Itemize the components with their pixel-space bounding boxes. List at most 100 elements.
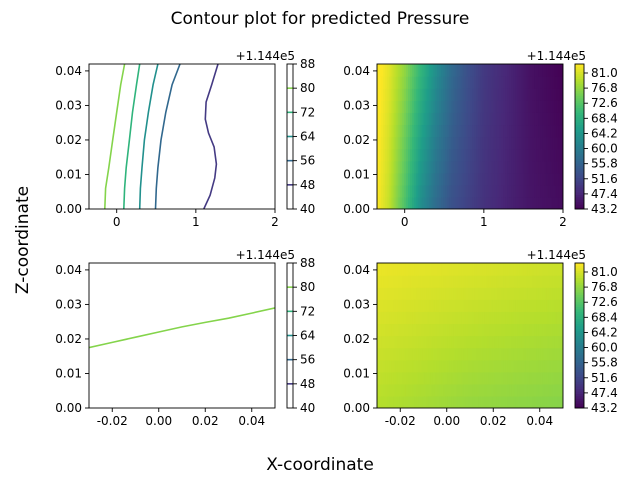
- heatmap-cell: [544, 395, 548, 408]
- heatmap-cell: [480, 160, 483, 174]
- heatmap-cell: [451, 263, 455, 276]
- heatmap-cell: [507, 88, 510, 101]
- heatmap-cell: [542, 287, 545, 300]
- heatmap-cell: [403, 196, 407, 209]
- heatmap-cell: [501, 395, 504, 408]
- heatmap-cell: [379, 196, 382, 209]
- heatmap-cell: [538, 287, 541, 300]
- heatmap-cell: [480, 76, 483, 89]
- heatmap-cell: [389, 136, 393, 150]
- colorbar-band: [575, 146, 584, 150]
- heatmap-cell: [467, 287, 471, 300]
- heatmap-cell: [494, 311, 498, 325]
- colorbar-band: [575, 379, 584, 382]
- heatmap-cell: [403, 263, 407, 276]
- heatmap-cell: [478, 359, 481, 373]
- heatmap-cell: [410, 287, 413, 300]
- heatmap-cell: [414, 112, 417, 126]
- heatmap-cell: [410, 184, 413, 198]
- heatmap-cell: [377, 148, 380, 162]
- heatmap-cell: [494, 359, 498, 373]
- heatmap-cell: [430, 371, 434, 385]
- heatmap-cell: [534, 347, 537, 361]
- heatmap-cell: [513, 395, 517, 408]
- heatmap-cell: [476, 160, 479, 174]
- x-tick-label: 1: [192, 215, 200, 229]
- heatmap-cell: [461, 347, 465, 361]
- heatmap-cell: [476, 311, 479, 325]
- heatmap-cell: [422, 299, 426, 312]
- heatmap-cell: [507, 359, 510, 373]
- heatmap-cell: [414, 100, 417, 113]
- heatmap-cell: [391, 196, 395, 209]
- heatmap-cell: [544, 335, 548, 349]
- heatmap-cell: [484, 383, 488, 397]
- heatmap-cell: [474, 112, 477, 126]
- heatmap-cell: [424, 383, 428, 397]
- heatmap-cell: [523, 148, 527, 162]
- heatmap-cell: [492, 124, 496, 138]
- heatmap-cell: [521, 136, 525, 150]
- colorbar-band: [575, 316, 584, 320]
- heatmap-cell: [519, 263, 523, 276]
- heatmap-cell: [441, 184, 444, 198]
- heatmap-cell: [399, 124, 403, 138]
- heatmap-cell: [554, 64, 558, 77]
- heatmap-cell: [552, 172, 556, 186]
- heatmap-cell: [505, 136, 508, 150]
- heatmap-cell: [507, 395, 510, 408]
- heatmap-cell: [529, 160, 533, 174]
- heatmap-cell: [389, 299, 393, 312]
- heatmap-cell: [465, 160, 469, 174]
- heatmap-cell: [476, 88, 479, 101]
- heatmap-cell: [532, 64, 535, 77]
- heatmap-cell: [414, 88, 417, 101]
- colorbar-band: [575, 284, 584, 288]
- heatmap-cell: [480, 88, 483, 101]
- heatmap-cell: [457, 263, 461, 276]
- heatmap-cell: [387, 275, 390, 288]
- heatmap-cell: [453, 335, 457, 349]
- heatmap-cell: [401, 64, 405, 77]
- colorbar-band: [575, 388, 584, 392]
- heatmap-cell: [470, 88, 473, 101]
- heatmap-cell: [403, 136, 407, 150]
- heatmap-cell: [544, 196, 548, 209]
- heatmap-cell: [434, 172, 438, 186]
- heatmap-cell: [542, 64, 545, 77]
- heatmap-cell: [552, 347, 556, 361]
- heatmap-cell: [447, 347, 450, 361]
- heatmap-cell: [484, 287, 488, 300]
- heatmap-cell: [480, 347, 483, 361]
- heatmap-cell: [501, 287, 504, 300]
- heatmap-cell: [542, 347, 545, 361]
- heatmap-cell: [449, 160, 452, 174]
- colorbar-tick-label: 47.4: [591, 386, 618, 400]
- heatmap-cell: [391, 371, 395, 385]
- heatmap-cell: [507, 184, 510, 198]
- heatmap-cell: [399, 359, 403, 373]
- heatmap-cell: [556, 76, 560, 89]
- heatmap-cell: [513, 148, 517, 162]
- heatmap-cell: [513, 299, 517, 312]
- colorbar-band: [575, 180, 584, 183]
- heatmap-cell: [515, 172, 519, 186]
- heatmap-cell: [525, 335, 529, 349]
- colorbar-tick-label: 81.0: [591, 66, 618, 80]
- heatmap-cell: [548, 88, 552, 101]
- heatmap-cell: [542, 299, 545, 312]
- heatmap-cell: [538, 160, 541, 174]
- colorbar: 81.076.872.668.464.260.055.851.647.443.2: [574, 262, 618, 415]
- heatmap-cell: [546, 335, 550, 349]
- heatmap-cell: [383, 263, 386, 276]
- heatmap-cell: [389, 112, 393, 126]
- heatmap-cell: [391, 64, 395, 77]
- heatmap-cell: [470, 395, 473, 408]
- heatmap-cell: [430, 395, 434, 408]
- heatmap-cell: [474, 323, 477, 337]
- heatmap-cell: [449, 335, 452, 349]
- heatmap-cell: [490, 299, 494, 312]
- heatmap-cell: [560, 323, 563, 337]
- heatmap-cell: [486, 383, 490, 397]
- heatmap-cell: [492, 172, 496, 186]
